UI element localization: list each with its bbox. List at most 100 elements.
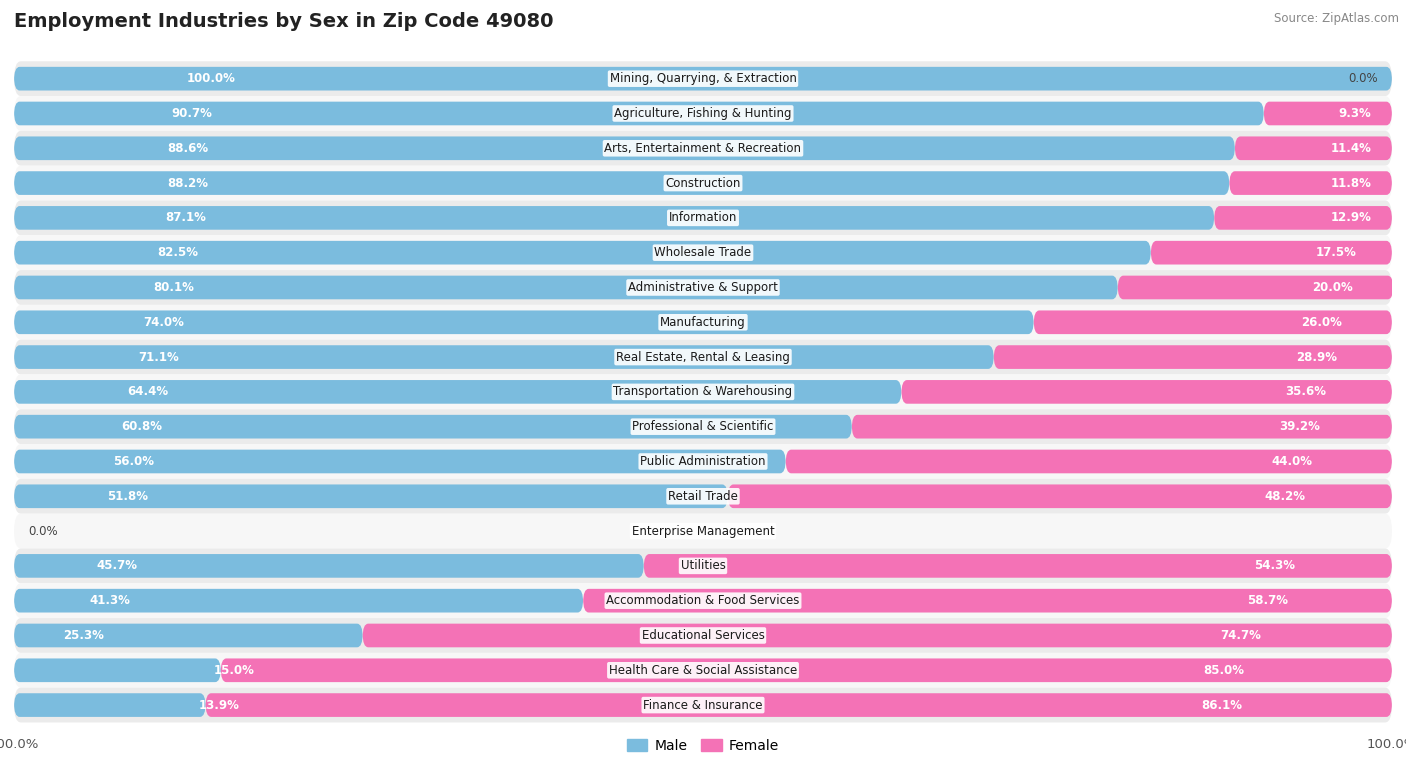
Text: 0.0%: 0.0%	[1348, 72, 1378, 85]
FancyBboxPatch shape	[1229, 171, 1392, 195]
FancyBboxPatch shape	[205, 693, 1392, 717]
Text: 74.0%: 74.0%	[143, 316, 184, 329]
FancyBboxPatch shape	[1234, 137, 1392, 160]
FancyBboxPatch shape	[901, 380, 1392, 404]
FancyBboxPatch shape	[221, 659, 1392, 682]
Text: 35.6%: 35.6%	[1285, 386, 1326, 398]
FancyBboxPatch shape	[14, 380, 901, 404]
Text: 39.2%: 39.2%	[1279, 420, 1320, 433]
Text: 82.5%: 82.5%	[157, 246, 198, 259]
Text: 58.7%: 58.7%	[1247, 594, 1288, 607]
Text: 60.8%: 60.8%	[121, 420, 163, 433]
Text: 13.9%: 13.9%	[198, 698, 239, 712]
FancyBboxPatch shape	[14, 96, 1392, 131]
Text: Enterprise Management: Enterprise Management	[631, 525, 775, 538]
Text: 80.1%: 80.1%	[153, 281, 194, 294]
Text: 87.1%: 87.1%	[165, 211, 205, 224]
FancyBboxPatch shape	[14, 589, 583, 612]
Text: 45.7%: 45.7%	[97, 559, 138, 573]
FancyBboxPatch shape	[14, 102, 1264, 125]
FancyBboxPatch shape	[1152, 241, 1392, 265]
Text: Real Estate, Rental & Leasing: Real Estate, Rental & Leasing	[616, 351, 790, 364]
FancyBboxPatch shape	[14, 345, 994, 369]
Text: Manufacturing: Manufacturing	[661, 316, 745, 329]
FancyBboxPatch shape	[14, 375, 1392, 409]
FancyBboxPatch shape	[14, 131, 1392, 166]
Text: Arts, Entertainment & Recreation: Arts, Entertainment & Recreation	[605, 142, 801, 154]
FancyBboxPatch shape	[14, 409, 1392, 444]
FancyBboxPatch shape	[14, 624, 363, 647]
FancyBboxPatch shape	[14, 171, 1229, 195]
FancyBboxPatch shape	[14, 444, 1392, 479]
Text: 44.0%: 44.0%	[1271, 455, 1312, 468]
Text: Construction: Construction	[665, 177, 741, 189]
Text: Employment Industries by Sex in Zip Code 49080: Employment Industries by Sex in Zip Code…	[14, 12, 554, 30]
Text: 86.1%: 86.1%	[1202, 698, 1243, 712]
FancyBboxPatch shape	[1215, 206, 1392, 230]
FancyBboxPatch shape	[14, 653, 1392, 688]
Text: 54.3%: 54.3%	[1254, 559, 1295, 573]
Text: 20.0%: 20.0%	[1313, 281, 1354, 294]
Text: 88.6%: 88.6%	[167, 142, 208, 154]
Text: Educational Services: Educational Services	[641, 629, 765, 642]
FancyBboxPatch shape	[14, 206, 1215, 230]
Text: 9.3%: 9.3%	[1339, 107, 1371, 120]
Text: 51.8%: 51.8%	[107, 490, 148, 503]
FancyBboxPatch shape	[583, 589, 1392, 612]
Text: Professional & Scientific: Professional & Scientific	[633, 420, 773, 433]
Text: 56.0%: 56.0%	[114, 455, 155, 468]
FancyBboxPatch shape	[14, 479, 1392, 514]
FancyBboxPatch shape	[14, 305, 1392, 340]
Text: 90.7%: 90.7%	[172, 107, 212, 120]
FancyBboxPatch shape	[14, 137, 1234, 160]
FancyBboxPatch shape	[1118, 275, 1393, 300]
FancyBboxPatch shape	[14, 235, 1392, 270]
FancyBboxPatch shape	[1264, 102, 1392, 125]
Text: 71.1%: 71.1%	[139, 351, 179, 364]
FancyBboxPatch shape	[14, 659, 221, 682]
Text: 11.8%: 11.8%	[1330, 177, 1371, 189]
Text: Public Administration: Public Administration	[640, 455, 766, 468]
FancyBboxPatch shape	[14, 67, 1392, 91]
FancyBboxPatch shape	[14, 200, 1392, 235]
FancyBboxPatch shape	[14, 310, 1033, 334]
Text: 74.7%: 74.7%	[1220, 629, 1261, 642]
Text: 17.5%: 17.5%	[1315, 246, 1357, 259]
Text: 15.0%: 15.0%	[214, 663, 254, 677]
FancyBboxPatch shape	[14, 693, 205, 717]
FancyBboxPatch shape	[14, 241, 1152, 265]
FancyBboxPatch shape	[994, 345, 1392, 369]
Text: Administrative & Support: Administrative & Support	[628, 281, 778, 294]
Text: Accommodation & Food Services: Accommodation & Food Services	[606, 594, 800, 607]
FancyBboxPatch shape	[786, 449, 1392, 473]
Text: Transportation & Warehousing: Transportation & Warehousing	[613, 386, 793, 398]
FancyBboxPatch shape	[14, 688, 1392, 722]
Text: 64.4%: 64.4%	[128, 386, 169, 398]
Text: Finance & Insurance: Finance & Insurance	[644, 698, 762, 712]
Text: Agriculture, Fishing & Hunting: Agriculture, Fishing & Hunting	[614, 107, 792, 120]
Text: Retail Trade: Retail Trade	[668, 490, 738, 503]
FancyBboxPatch shape	[14, 61, 1392, 96]
FancyBboxPatch shape	[14, 166, 1392, 200]
FancyBboxPatch shape	[14, 549, 1392, 584]
FancyBboxPatch shape	[1033, 310, 1392, 334]
Text: 26.0%: 26.0%	[1301, 316, 1343, 329]
Text: 28.9%: 28.9%	[1296, 351, 1337, 364]
FancyBboxPatch shape	[14, 584, 1392, 618]
FancyBboxPatch shape	[14, 514, 1392, 549]
FancyBboxPatch shape	[14, 449, 786, 473]
FancyBboxPatch shape	[14, 415, 852, 438]
FancyBboxPatch shape	[14, 270, 1392, 305]
FancyBboxPatch shape	[14, 484, 728, 508]
FancyBboxPatch shape	[14, 340, 1392, 375]
Text: 48.2%: 48.2%	[1264, 490, 1305, 503]
Text: Wholesale Trade: Wholesale Trade	[654, 246, 752, 259]
FancyBboxPatch shape	[14, 275, 1118, 300]
FancyBboxPatch shape	[14, 554, 644, 577]
Text: Mining, Quarrying, & Extraction: Mining, Quarrying, & Extraction	[610, 72, 796, 85]
Text: 88.2%: 88.2%	[167, 177, 208, 189]
Text: 41.3%: 41.3%	[89, 594, 131, 607]
Text: 25.3%: 25.3%	[63, 629, 104, 642]
Text: 85.0%: 85.0%	[1204, 663, 1244, 677]
Text: 0.0%: 0.0%	[28, 525, 58, 538]
